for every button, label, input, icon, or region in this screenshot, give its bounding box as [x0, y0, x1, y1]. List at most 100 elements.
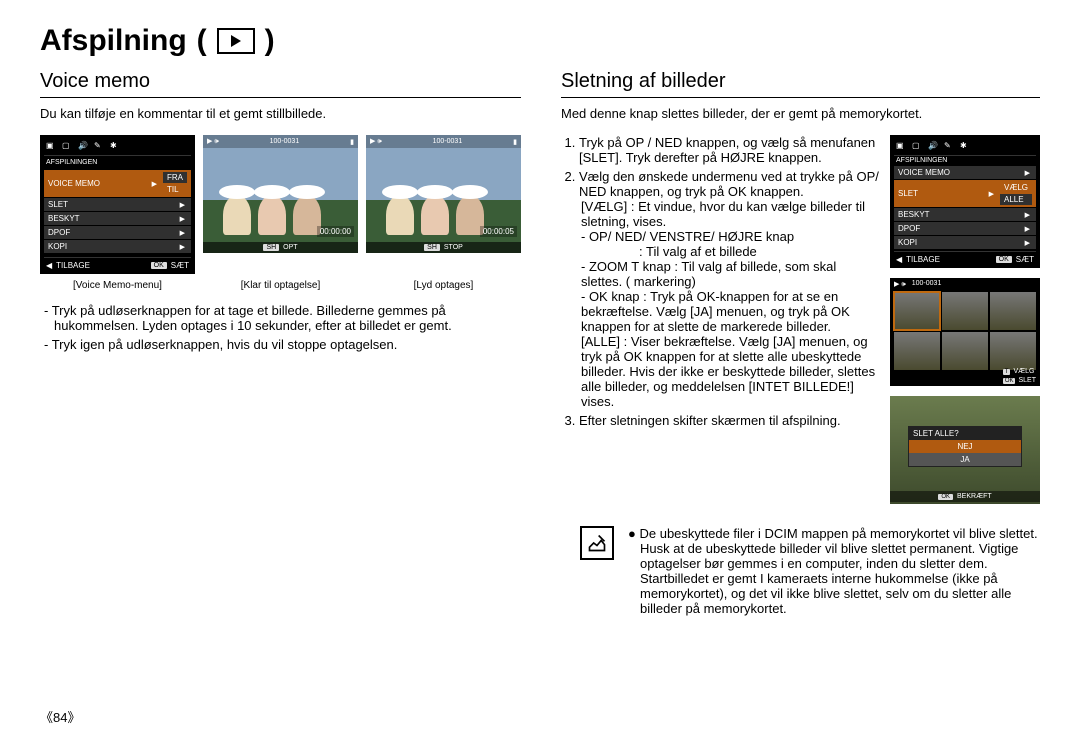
- ok-key: OK: [938, 494, 953, 500]
- menu-tab-icons: ▣ ▢ 🔊 ✎ ✱: [44, 139, 191, 156]
- photo-ready-screenshot: ▶ 🕪 100-0031 ▮ 00:00:00 SH OPT: [203, 135, 358, 253]
- menu-item-label: VOICE MEMO: [48, 179, 150, 188]
- menu-item-label: DPOF: [48, 228, 178, 237]
- chevron-right-icon: ▶: [180, 229, 185, 237]
- menu-item-label: BESKYT: [898, 210, 1023, 219]
- caption-ready: [Klar til optagelse]: [203, 280, 358, 291]
- back-arrow-icon: ◀: [896, 255, 902, 264]
- ok-line: - OK knap : Tryk på OK-knappen for at se…: [579, 289, 880, 334]
- play-small-icon: ▶ 🕪: [894, 280, 906, 289]
- voice-memo-lead: Du kan tilføje en kommentar til et gemt …: [40, 106, 521, 121]
- sh-key: SH: [263, 244, 279, 251]
- menu-item: DPOF▶: [44, 226, 191, 239]
- note-line: - Tryk igen på udløserknappen, hvis du v…: [40, 337, 521, 352]
- t-key: T: [1003, 369, 1011, 375]
- ok-key: OK: [1003, 378, 1016, 384]
- chevron-right-icon: ▶: [1025, 239, 1030, 247]
- thumbnail-grid-screenshot: ▶ 🕪 100-0031 TVÆLG OKSLET: [890, 278, 1040, 386]
- footer-back-label: TILBAGE: [906, 255, 940, 264]
- menu-footer: ◀ TILBAGE OK SÆT: [894, 251, 1036, 264]
- menu-item: BESKYT▶: [894, 208, 1036, 221]
- photo-counter: 100-0031: [270, 138, 300, 145]
- left-column: Voice memo Du kan tilføje en kommentar t…: [40, 70, 521, 504]
- menu-item: SLET▶: [44, 198, 191, 211]
- play-small-icon: ▶ 🕪: [370, 137, 382, 146]
- tab-icon: ▢: [62, 141, 72, 151]
- note-body: De ubeskyttede filer i DCIM mappen på me…: [639, 526, 1037, 616]
- menu-item-label: SLET: [898, 189, 987, 198]
- paren-open: (: [197, 24, 207, 58]
- menu-item: BESKYT▶: [44, 212, 191, 225]
- ok-label: SLET: [1018, 377, 1036, 384]
- chevron-right-icon: ▶: [180, 243, 185, 251]
- right-column: Sletning af billeder Med denne knap slet…: [561, 70, 1040, 504]
- menu-header: AFSPILNINGEN: [44, 158, 191, 167]
- tab-icon: ▢: [912, 141, 922, 151]
- tab-icon: ✱: [960, 141, 970, 151]
- footer-ok-label: SÆT: [1016, 255, 1034, 264]
- menu-item-label: KOPI: [898, 238, 1023, 247]
- menu-option-alle: ALLE: [1000, 194, 1032, 205]
- menu-option-til: TIL: [163, 184, 187, 195]
- tab-icon: 🔊: [928, 141, 938, 151]
- paren-close: ): [265, 24, 275, 58]
- t-label: VÆLG: [1013, 368, 1034, 375]
- alle-label: [ALLE] :: [581, 334, 627, 349]
- chevron-right-icon: ▶: [152, 180, 157, 188]
- main-title-text: Afspilning: [40, 24, 187, 58]
- tab-icon: ▣: [46, 141, 56, 151]
- battery-icon: ▮: [513, 138, 517, 146]
- page-number: 《84》: [40, 707, 80, 726]
- ok-key: OK: [151, 262, 167, 269]
- chevron-right-icon: ▶: [1025, 211, 1030, 219]
- valg-label: [VÆLG] :: [581, 199, 634, 214]
- play-mode-icon: [217, 28, 255, 54]
- step-3: Efter sletningen skifter skærmen til afs…: [579, 413, 880, 428]
- menu-item: KOPI▶: [894, 236, 1036, 249]
- bullet-icon: ●: [628, 526, 636, 541]
- menu-tab-icons: ▣ ▢ 🔊 ✎ ✱: [894, 139, 1036, 156]
- ok-key: OK: [996, 256, 1012, 263]
- grid-counter: 100-0031: [912, 280, 942, 289]
- thumbnail: [894, 332, 940, 370]
- page-main-title: Afspilning ( ): [40, 24, 1040, 58]
- sh-key: SH: [424, 244, 440, 251]
- tab-icon: ✱: [110, 141, 120, 151]
- menu-item-label: VOICE MEMO: [898, 168, 1023, 177]
- confirm-question: SLET ALLE?: [909, 427, 1021, 440]
- chevron-right-icon: ▶: [180, 201, 185, 209]
- menu-item-label: SLET: [48, 200, 178, 209]
- thumbnail: [990, 292, 1036, 330]
- menu-item: VOICE MEMO▶: [894, 166, 1036, 179]
- caption-recording: [Lyd optages]: [366, 280, 521, 291]
- voice-memo-heading: Voice memo: [40, 70, 521, 98]
- zoom-line: - ZOOM T knap : Til valg af billede, som…: [579, 259, 880, 289]
- opned-text: : Til valg af et billede: [579, 244, 880, 259]
- note-text: ● De ubeskyttede filer i DCIM mappen på …: [628, 526, 1040, 616]
- step-2-text: Vælg den ønskede undermenu ved at trykke…: [579, 169, 879, 199]
- chevron-right-icon: ▶: [1025, 225, 1030, 233]
- tab-icon: ✎: [944, 141, 954, 151]
- photo-recording-screenshot: ▶ 🕪 100-0031 ▮ 00:00:05 SH STOP: [366, 135, 521, 253]
- delete-lead: Med denne knap slettes billeder, der er …: [561, 106, 1040, 121]
- delete-menu-screenshot: ▣ ▢ 🔊 ✎ ✱ AFSPILNINGEN VOICE MEMO▶ SLET …: [890, 135, 1040, 268]
- voice-memo-menu-screenshot: ▣ ▢ 🔊 ✎ ✱ AFSPILNINGEN VOICE MEMO ▶ FRA …: [40, 135, 195, 274]
- menu-item-slet: SLET ▶ VÆLG ALLE: [894, 180, 1036, 207]
- caption-menu: [Voice Memo-menu]: [40, 280, 195, 291]
- photo-counter: 100-0031: [433, 138, 463, 145]
- menu-option-vaelg: VÆLG: [1000, 182, 1032, 193]
- confirm-yes: JA: [909, 453, 1021, 466]
- tab-icon: ✎: [94, 141, 104, 151]
- menu-option-fra: FRA: [163, 172, 187, 183]
- back-arrow-icon: ◀: [46, 261, 52, 270]
- menu-item-label: BESKYT: [48, 214, 178, 223]
- opned-line: - OP/ NED/ VENSTRE/ HØJRE knap: [579, 229, 880, 244]
- sh-action: STOP: [444, 244, 463, 251]
- menu-item: KOPI▶: [44, 240, 191, 253]
- footer-ok-label: SÆT: [171, 261, 189, 270]
- thumbnail: [942, 292, 988, 330]
- chevron-right-icon: ▶: [1025, 169, 1030, 177]
- menu-item-label: DPOF: [898, 224, 1023, 233]
- confirm-footer-label: BEKRÆFT: [957, 493, 992, 500]
- note-line: - Tryk på udløserknappen for at tage et …: [40, 303, 521, 333]
